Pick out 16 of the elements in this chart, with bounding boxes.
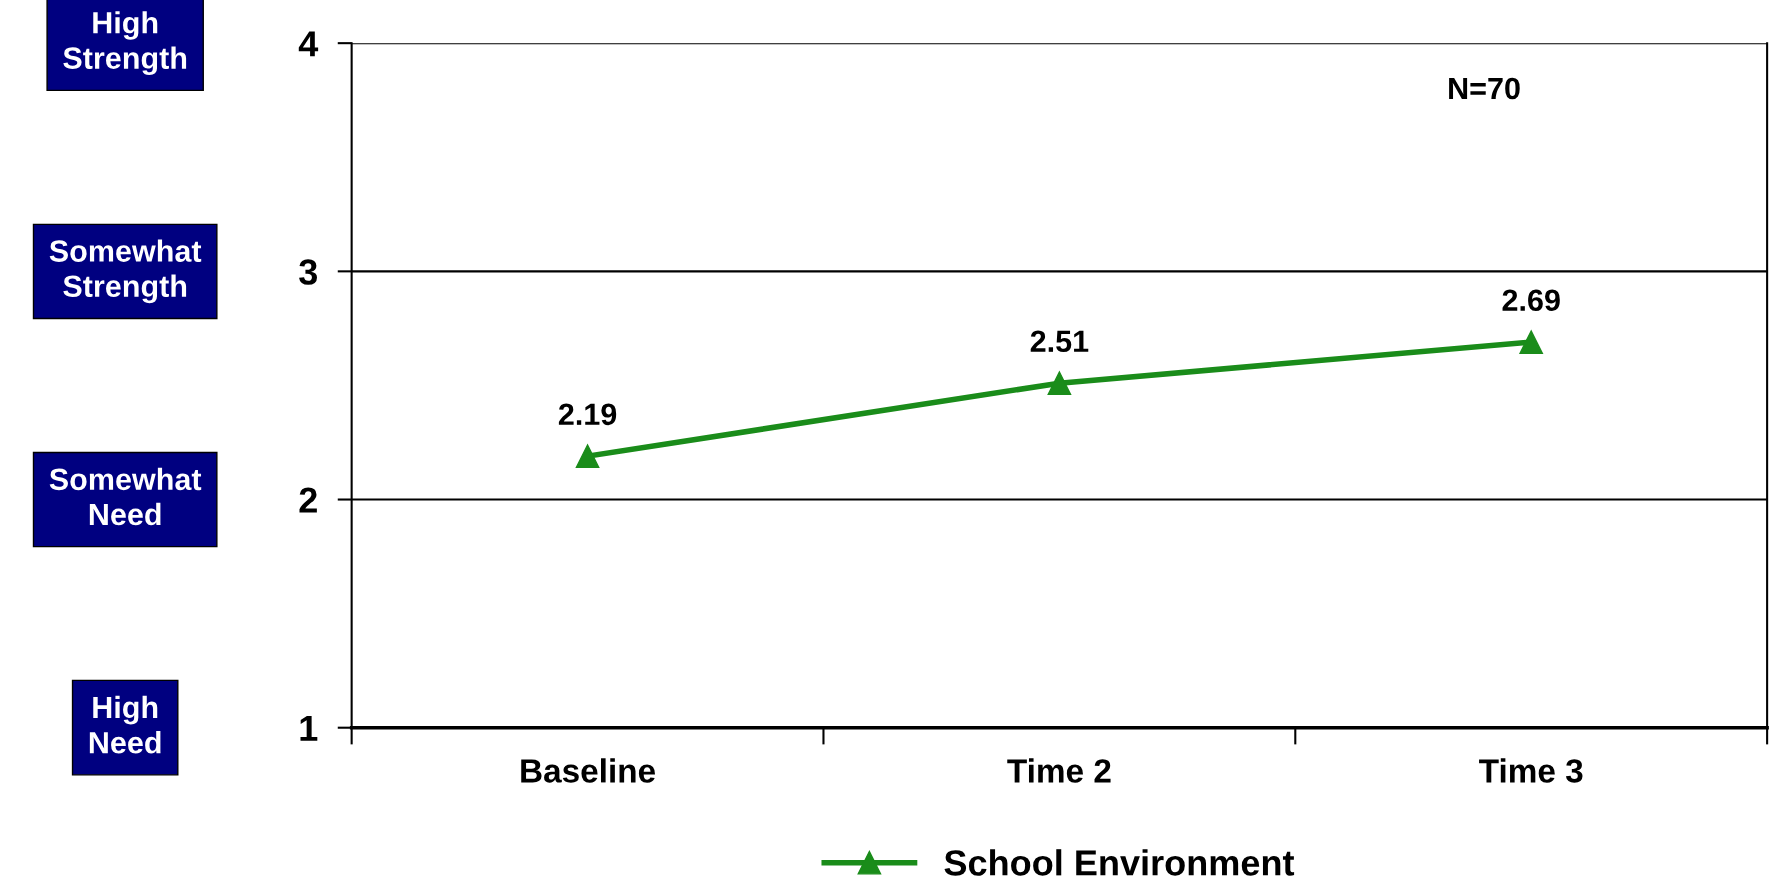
y-tick-label: 2 [299,487,317,513]
legend-label: School Environment [944,849,1295,876]
x-tick-label: Time 2 [1007,758,1111,783]
x-tick-label: Baseline [521,758,655,783]
text: Somewhat Strength [49,239,202,304]
y-tick-label: 3 [299,259,318,285]
annotation: N=70 [1449,77,1520,100]
y-tick-label: 4 [298,31,319,57]
y-tick-label: 1 [300,715,318,741]
text: High Strength [63,11,187,76]
x-tick-label: Time 3 [1479,758,1583,783]
data-label: 2.69 [1502,289,1560,312]
text: Somewhat Need [49,467,202,526]
data-label: 2.19 [558,403,617,426]
data-label: 2.51 [1030,330,1089,353]
text: High Need [89,695,161,754]
